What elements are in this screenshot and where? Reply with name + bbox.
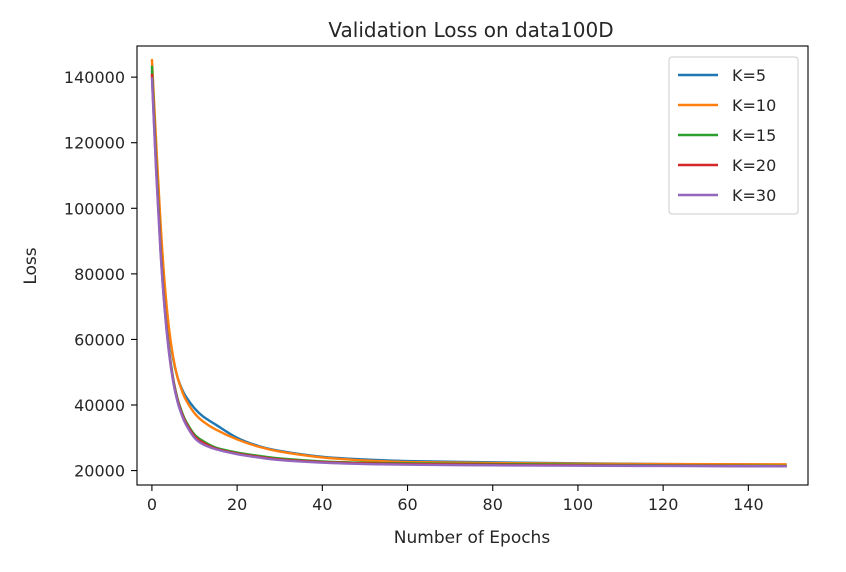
- y-tick-label: 40000: [74, 396, 125, 415]
- y-tick-label: 20000: [74, 462, 125, 481]
- plot-frame: [136, 45, 809, 486]
- x-tick-label: 0: [147, 495, 157, 514]
- x-axis: 0 20 40 60 80 100 120 140: [147, 485, 764, 514]
- y-tick-label: 60000: [74, 330, 125, 349]
- x-tick-label: 40: [312, 495, 332, 514]
- legend-label: K=15: [732, 126, 776, 145]
- x-tick-label: 80: [483, 495, 503, 514]
- x-tick-label: 100: [563, 495, 594, 514]
- legend-label: K=20: [732, 156, 776, 175]
- legend-item-k-30: K=30: [678, 186, 776, 205]
- series-layer: [150, 59, 787, 468]
- legend-label: K=30: [732, 186, 776, 205]
- legend-frame: [668, 56, 799, 215]
- legend-item-k-10: K=10: [678, 96, 776, 115]
- x-tick-label: 60: [397, 495, 417, 514]
- series-line-k-30: [150, 77, 787, 468]
- y-tick-label: 140000: [64, 68, 125, 87]
- legend: K=5 K=10 K=15 K=20 K=30: [668, 56, 799, 215]
- legend-label: K=5: [732, 66, 766, 85]
- y-tick-label: 120000: [64, 134, 125, 153]
- x-tick-label: 20: [227, 495, 247, 514]
- legend-item-k-20: K=20: [678, 156, 776, 175]
- x-tick-label: 140: [733, 495, 764, 514]
- y-tick-label: 80000: [74, 265, 125, 284]
- legend-label: K=10: [732, 96, 776, 115]
- chart-title: Validation Loss on data100D: [328, 18, 613, 42]
- y-axis-label: Loss: [21, 247, 41, 284]
- x-tick-label: 120: [648, 495, 679, 514]
- y-axis: 20000 40000 60000 80000 100000 120000 140000: [64, 68, 137, 481]
- x-axis-label: Number of Epochs: [394, 528, 551, 548]
- y-tick-label: 100000: [64, 199, 125, 218]
- legend-item-k-15: K=15: [678, 126, 776, 145]
- legend-item-k-5: K=5: [678, 66, 766, 85]
